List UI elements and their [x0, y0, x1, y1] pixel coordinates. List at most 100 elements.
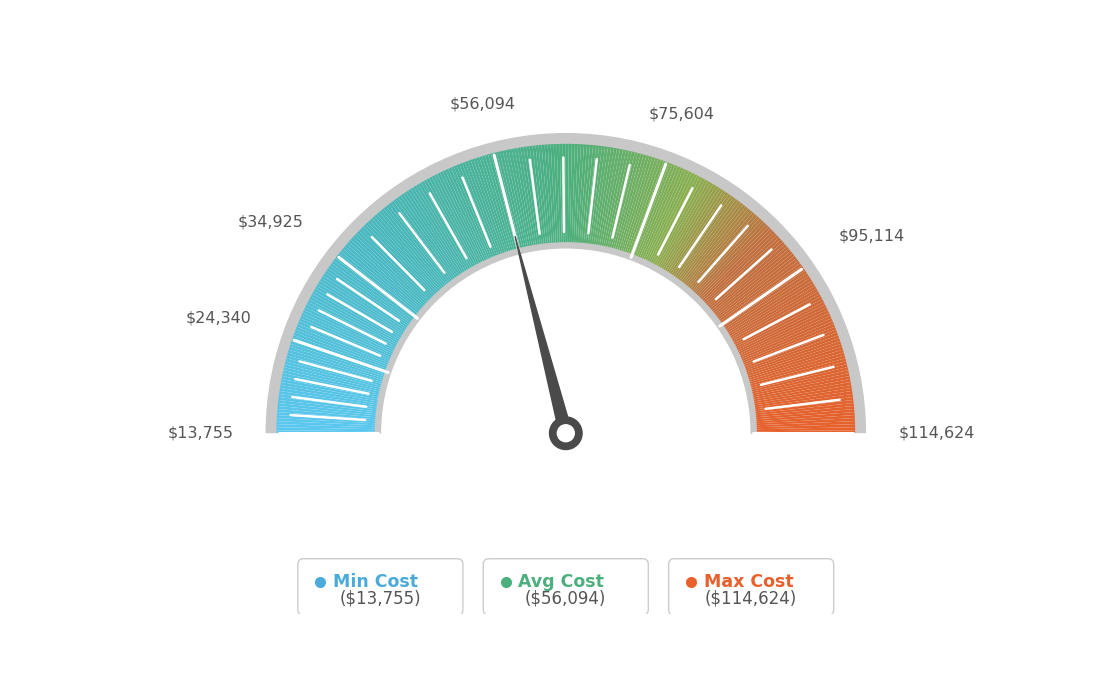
Wedge shape — [714, 261, 800, 324]
Wedge shape — [658, 183, 713, 274]
Wedge shape — [704, 242, 785, 312]
Wedge shape — [747, 373, 849, 397]
Wedge shape — [497, 152, 523, 253]
Wedge shape — [476, 157, 510, 257]
Wedge shape — [641, 169, 687, 265]
Wedge shape — [751, 430, 856, 433]
Wedge shape — [282, 379, 384, 400]
Wedge shape — [372, 216, 443, 295]
Wedge shape — [574, 144, 581, 248]
Wedge shape — [709, 249, 790, 317]
Wedge shape — [399, 195, 460, 282]
Wedge shape — [277, 412, 381, 422]
Text: ($56,094): ($56,094) — [526, 589, 606, 607]
Wedge shape — [740, 335, 839, 373]
Wedge shape — [575, 144, 584, 248]
Wedge shape — [716, 266, 804, 328]
Wedge shape — [511, 148, 533, 251]
Wedge shape — [668, 193, 729, 280]
Wedge shape — [751, 415, 854, 424]
Wedge shape — [751, 421, 854, 427]
Wedge shape — [286, 355, 388, 385]
Wedge shape — [572, 144, 577, 248]
Wedge shape — [416, 184, 471, 275]
Wedge shape — [527, 146, 542, 250]
Wedge shape — [750, 391, 852, 408]
Wedge shape — [625, 159, 661, 258]
Wedge shape — [463, 162, 501, 260]
Wedge shape — [750, 397, 853, 412]
Wedge shape — [474, 158, 509, 257]
Wedge shape — [363, 224, 437, 301]
Text: $34,925: $34,925 — [237, 215, 304, 230]
Wedge shape — [506, 150, 529, 252]
Wedge shape — [611, 152, 638, 254]
Circle shape — [558, 425, 574, 442]
Wedge shape — [661, 186, 719, 276]
Wedge shape — [401, 194, 461, 281]
Wedge shape — [648, 174, 698, 268]
Wedge shape — [336, 256, 420, 321]
Wedge shape — [278, 403, 381, 416]
Wedge shape — [739, 330, 837, 368]
Wedge shape — [608, 152, 635, 253]
Wedge shape — [266, 134, 866, 433]
Wedge shape — [408, 189, 467, 278]
Wedge shape — [563, 144, 565, 248]
Wedge shape — [737, 324, 835, 365]
Wedge shape — [287, 353, 388, 384]
Wedge shape — [294, 333, 392, 371]
Wedge shape — [675, 199, 739, 284]
Text: $13,755: $13,755 — [168, 426, 233, 441]
Wedge shape — [542, 145, 552, 248]
Wedge shape — [296, 326, 393, 367]
Wedge shape — [308, 299, 402, 349]
Wedge shape — [673, 197, 736, 284]
Wedge shape — [665, 189, 723, 278]
Wedge shape — [751, 406, 854, 417]
Wedge shape — [381, 208, 449, 290]
Wedge shape — [554, 144, 560, 248]
FancyBboxPatch shape — [298, 559, 463, 615]
Wedge shape — [551, 144, 558, 248]
Wedge shape — [746, 367, 848, 393]
Wedge shape — [482, 155, 514, 256]
FancyBboxPatch shape — [669, 559, 834, 615]
Wedge shape — [598, 148, 620, 251]
Wedge shape — [411, 187, 468, 277]
Text: $56,094: $56,094 — [450, 97, 516, 111]
Wedge shape — [746, 364, 848, 391]
Wedge shape — [733, 307, 828, 354]
Wedge shape — [386, 204, 453, 288]
Wedge shape — [298, 321, 395, 363]
Wedge shape — [639, 168, 683, 264]
Wedge shape — [254, 433, 878, 690]
Wedge shape — [696, 226, 771, 302]
Wedge shape — [468, 160, 505, 259]
Wedge shape — [750, 400, 853, 414]
Wedge shape — [708, 246, 788, 315]
Wedge shape — [623, 158, 658, 257]
Wedge shape — [749, 382, 851, 402]
Wedge shape — [595, 148, 614, 250]
Wedge shape — [391, 201, 455, 286]
Wedge shape — [643, 170, 689, 266]
Wedge shape — [681, 206, 747, 289]
Wedge shape — [304, 307, 399, 354]
Wedge shape — [341, 249, 423, 317]
Wedge shape — [734, 313, 830, 358]
Wedge shape — [306, 304, 400, 353]
Wedge shape — [707, 244, 787, 313]
Wedge shape — [278, 394, 382, 410]
Wedge shape — [729, 297, 822, 347]
Wedge shape — [282, 376, 384, 399]
Wedge shape — [432, 175, 481, 269]
Wedge shape — [439, 171, 487, 266]
Wedge shape — [724, 284, 815, 339]
Wedge shape — [491, 153, 520, 254]
Wedge shape — [728, 291, 819, 344]
Wedge shape — [614, 154, 644, 255]
Wedge shape — [701, 235, 778, 308]
Wedge shape — [290, 341, 390, 376]
Wedge shape — [429, 177, 480, 270]
